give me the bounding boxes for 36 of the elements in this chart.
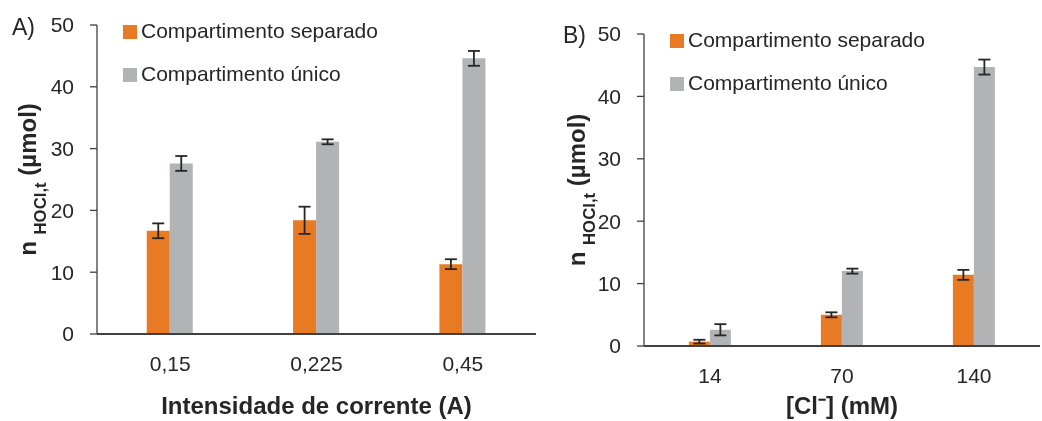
chart-title: A) [12, 14, 35, 40]
y-tick-label: 40 [50, 75, 74, 99]
bar [820, 314, 842, 346]
y-tick-label: 40 [597, 84, 621, 108]
bar [952, 274, 974, 346]
bar [316, 141, 340, 334]
x-axis-title: Intensidade de corrente (A) [161, 392, 472, 419]
y-tick-label: 0 [609, 334, 621, 358]
bar [293, 220, 317, 334]
x-axis-title: [Cl⁻] (mM) [786, 392, 898, 419]
legend-label: Compartimento único [688, 71, 888, 94]
x-tick-label: 0,45 [442, 351, 484, 375]
x-tick-label: 0,225 [290, 351, 343, 375]
legend-label: Compartimento separado [688, 28, 925, 51]
x-tick-label: 70 [830, 363, 854, 387]
y-tick-label: 20 [50, 198, 74, 222]
legend-label: Compartimento separado [141, 19, 378, 42]
chart-title: B) [563, 22, 586, 48]
x-tick-label: 14 [698, 363, 722, 387]
bar [841, 271, 863, 346]
bar [146, 230, 170, 334]
y-tick-label: 10 [50, 260, 74, 284]
bar [462, 58, 486, 334]
bar [169, 163, 193, 334]
x-tick-label: 140 [956, 363, 992, 387]
y-tick-label: 10 [597, 272, 621, 296]
y-tick-label: 0 [62, 322, 74, 346]
x-tick-label: 0,15 [149, 351, 191, 375]
y-tick-label: 20 [597, 209, 621, 233]
legend-label: Compartimento único [141, 62, 341, 85]
bar [973, 67, 995, 346]
y-tick-label: 30 [50, 137, 74, 161]
y-tick-label: 50 [597, 22, 621, 46]
y-tick-label: 30 [597, 147, 621, 171]
bar [439, 264, 463, 334]
y-tick-label: 50 [50, 13, 74, 37]
